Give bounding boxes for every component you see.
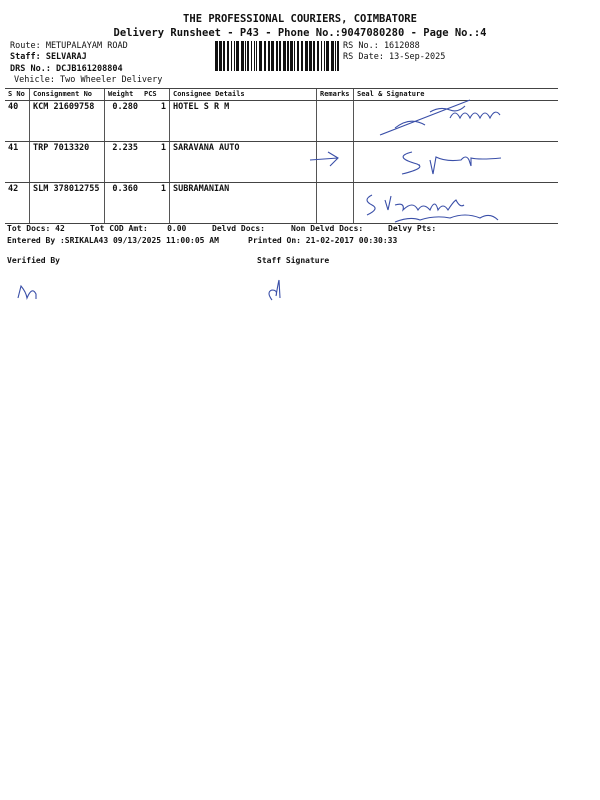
- rs-date: RS Date: 13-Sep-2025: [343, 52, 446, 62]
- barcode-bar: [223, 41, 225, 71]
- cell-pcs: 1: [141, 182, 170, 224]
- cell-signature: [353, 141, 558, 183]
- col-signature: Seal & Signature: [353, 88, 558, 101]
- col-remarks: Remarks: [316, 88, 354, 101]
- barcode-bar: [251, 41, 252, 71]
- remarks-arrow: [309, 151, 339, 167]
- cell-weight: 0.360: [104, 182, 141, 224]
- entered-by: Entered By :SRIKALA43 09/13/2025 11:00:0…: [7, 236, 219, 245]
- barcode-bar: [227, 41, 229, 71]
- signature-row-42: [366, 194, 499, 223]
- verified-by-label: Verified By: [7, 256, 60, 265]
- table-header: S No Consignment No Weight PCS Consignee…: [5, 88, 558, 101]
- barcode-bar: [317, 41, 319, 71]
- barcode-bar: [276, 41, 278, 71]
- barcode-bar: [231, 41, 232, 71]
- cell-signature: [353, 100, 558, 142]
- barcode-bar: [309, 41, 312, 71]
- barcode-bar: [287, 41, 289, 71]
- table-row: 41 TRP 7013320 2.235 1 SARAVANA AUTO: [5, 141, 558, 183]
- cell-consignee: SARAVANA AUTO: [169, 141, 317, 183]
- barcode-bar: [259, 41, 262, 71]
- company-title: THE PROFESSIONAL COURIERS, COIMBATORE: [183, 13, 417, 25]
- barcode-bar: [324, 41, 325, 71]
- barcode-bar: [271, 41, 274, 71]
- cell-consignee: HOTEL S R M: [169, 100, 317, 142]
- barcode-bar: [335, 41, 336, 71]
- barcode-bar: [283, 41, 286, 71]
- cell-remarks: [316, 100, 354, 142]
- barcode-bar: [305, 41, 308, 71]
- barcode: [215, 41, 340, 71]
- barcode-bar: [326, 41, 329, 71]
- barcode-bar: [254, 41, 255, 71]
- tot-cod: Tot COD Amt: 0.00: [90, 224, 187, 233]
- cell-consignment: TRP 7013320: [29, 141, 105, 183]
- barcode-bar: [234, 41, 235, 71]
- barcode-bar: [331, 41, 334, 71]
- cell-pcs: 1: [141, 100, 170, 142]
- barcode-bar: [241, 41, 244, 71]
- signature-row-40: [379, 99, 501, 136]
- barcode-bar: [245, 41, 246, 71]
- staff: Staff: SELVARAJ: [10, 52, 87, 62]
- cell-consignment: SLM 378012755: [29, 182, 105, 224]
- barcode-bar: [219, 41, 222, 71]
- barcode-bar: [290, 41, 293, 71]
- barcode-bar: [294, 41, 295, 71]
- consignment-table: S No Consignment No Weight PCS Consignee…: [5, 88, 558, 224]
- table-row: 42 SLM 378012755 0.360 1 SUBRAMANIAN: [5, 182, 558, 224]
- cell-sno: 42: [5, 182, 30, 224]
- cell-consignment: KCM 21609758: [29, 100, 105, 142]
- cell-signature: [353, 182, 558, 224]
- runsheet-subtitle: Delivery Runsheet - P43 - Phone No.:9047…: [113, 27, 487, 39]
- cell-sno: 41: [5, 141, 30, 183]
- rs-no: RS No.: 1612088: [343, 41, 420, 51]
- barcode-bar: [247, 41, 249, 71]
- route: Route: METUPALAYAM ROAD: [10, 41, 128, 51]
- tot-docs: Tot Docs: 42: [7, 224, 65, 233]
- barcode-bar: [264, 41, 266, 71]
- col-consignment: Consignment No: [29, 88, 105, 101]
- verified-initials: [17, 284, 37, 300]
- cell-remarks: [316, 182, 354, 224]
- table-row: 40 KCM 21609758 0.280 1 HOTEL S R M: [5, 100, 558, 142]
- barcode-bar: [279, 41, 281, 71]
- barcode-bar: [321, 41, 322, 71]
- cell-pcs: 1: [141, 141, 170, 183]
- cell-weight: 0.280: [104, 100, 141, 142]
- col-pcs: PCS: [141, 88, 170, 101]
- barcode-bar: [313, 41, 315, 71]
- cell-remarks: [316, 141, 354, 183]
- signature-row-41: [401, 151, 502, 175]
- barcode-bar: [215, 41, 218, 71]
- cell-sno: 40: [5, 100, 30, 142]
- cell-weight: 2.235: [104, 141, 141, 183]
- barcode-bar: [337, 41, 339, 71]
- barcode-bar: [256, 41, 257, 71]
- barcode-bar: [297, 41, 299, 71]
- barcode-bar: [301, 41, 303, 71]
- barcode-bar: [268, 41, 270, 71]
- staff-signature-label: Staff Signature: [257, 256, 330, 265]
- delvy-pts: Delvy Pts:: [388, 224, 437, 233]
- col-weight: Weight: [104, 88, 141, 101]
- non-delvd-docs: Non Delvd Docs:: [291, 224, 364, 233]
- drs-no: DRS No.: DCJB161208804: [10, 64, 123, 74]
- col-sno: S No: [5, 88, 30, 101]
- cell-consignee: SUBRAMANIAN: [169, 182, 317, 224]
- vehicle: Vehicle: Two Wheeler Delivery: [14, 75, 163, 85]
- col-consignee: Consignee Details: [169, 88, 317, 101]
- barcode-bar: [236, 41, 239, 71]
- delvd-docs: Delvd Docs:: [212, 224, 265, 233]
- printed-on: Printed On: 21-02-2017 00:30:33: [248, 236, 398, 245]
- staff-initials: [268, 279, 281, 301]
